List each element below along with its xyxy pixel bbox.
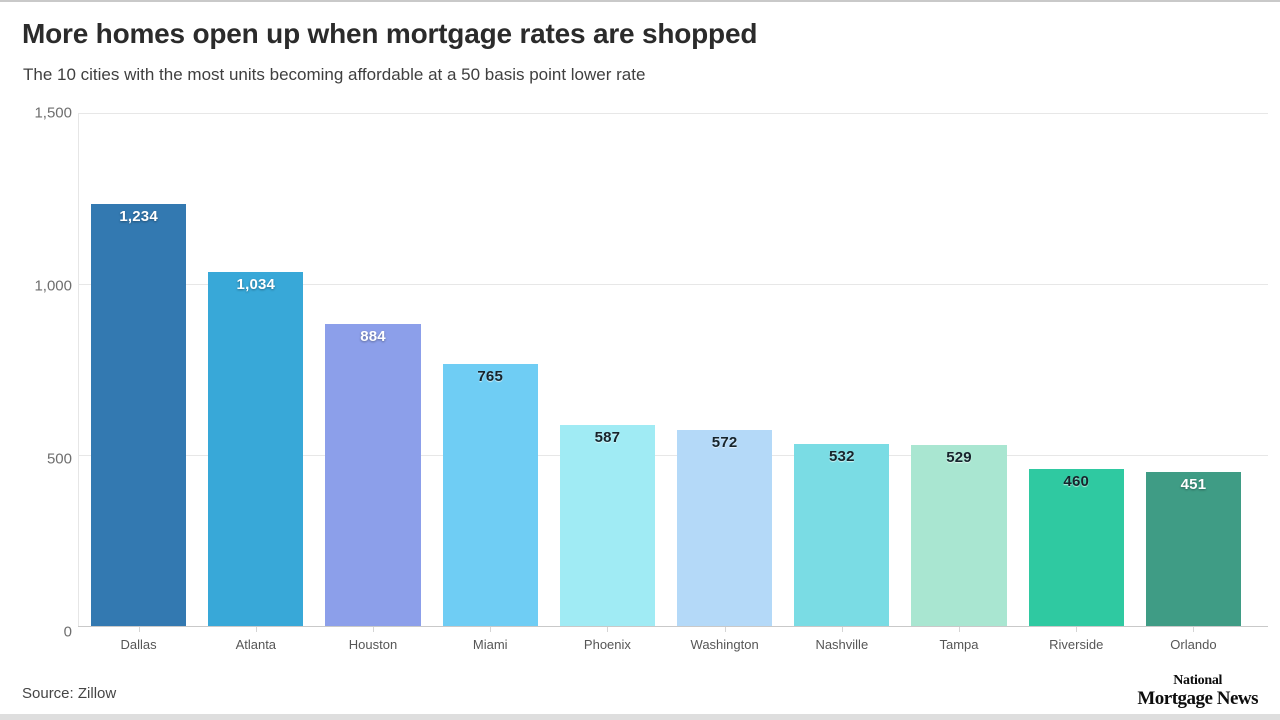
x-axis-label-nashville: Nashville [794,626,889,652]
x-axis-label-houston: Houston [325,626,420,652]
y-tick-label: 1,500 [34,104,72,122]
logo-line-1: National [1173,673,1223,688]
x-axis-tick [607,627,609,632]
page-title: More homes open up when mortgage rates a… [22,18,758,49]
x-axis-tick [490,627,492,632]
bar-phoenix: 587 [559,425,656,626]
x-axis-tick [255,627,257,632]
x-axis-label-text: Orlando [1170,637,1217,652]
x-axis-label-washington: Washington [677,626,772,652]
x-axis-label-riverside: Riverside [1029,626,1124,652]
x-axis-label-text: Miami [472,637,508,652]
x-axis-label-text: Tampa [939,637,979,652]
x-axis-label-text: Riverside [1049,637,1104,652]
gridline-500 [78,455,1268,456]
y-tick-label: 0 [63,623,72,641]
x-axis-tick [841,627,843,632]
x-axis-label-atlanta: Atlanta [208,626,303,652]
bar-value-label: 451 [1180,475,1207,493]
bar-chart: 1,234 1,034 884 765 587 572 532 529 460 451 0 500 1… [0,105,1280,652]
bar-nashville: 532 [794,444,890,626]
x-axis-label-text: Nashville [815,637,869,652]
x-axis-tick [373,627,374,632]
x-axis-labels: Dallas Atlanta Houston Miami Phoenix Washingt… [91,626,1241,652]
logo-line-2: Mortgage News [1137,688,1258,709]
x-axis-label-orlando: Orlando [1146,626,1241,652]
page-subtitle: The 10 cities with the most units becomi… [23,65,646,84]
gridline-1000 [78,284,1268,285]
bar-miami: 765 [442,364,538,626]
bar-orlando: 451 [1145,471,1242,626]
bar-value-label: 460 [1063,472,1090,490]
x-axis-label-text: Houston [348,637,398,652]
x-axis-label-miami: Miami [443,626,538,652]
x-axis-label-text: Dallas [120,637,157,652]
x-axis-tick [1076,627,1078,632]
national-mortgage-news-logo: National Mortgage News [1137,673,1258,709]
y-axis-line [78,113,79,626]
gridline-0 [78,626,1268,627]
y-tick-label: 1,000 [34,277,72,295]
bar-value-label: 1,234 [119,207,158,225]
x-axis-tick [138,627,140,632]
bar-value-label: 765 [477,368,504,386]
source-note: Source: Zillow [22,685,117,702]
bars-layer: 1,234 1,034 884 765 587 572 532 529 460 451 [91,113,1242,626]
bar-value-label: 532 [829,448,855,466]
bar-tampa: 529 [911,445,1007,626]
bar-value-label: 1,034 [236,276,276,294]
plot-area: 1,234 1,034 884 765 587 572 532 529 460 451 [78,113,1268,627]
bar-value-label: 529 [946,449,972,467]
x-axis-label-tampa: Tampa [911,626,1006,652]
bar-riverside: 460 [1028,468,1124,626]
x-axis-tick [724,627,726,632]
x-axis-tick [1193,627,1195,632]
gridline-1500 [78,113,1268,114]
x-axis-tick [959,627,961,632]
bar-atlanta: 1,034 [208,272,304,626]
x-axis-label-dallas: Dallas [91,626,186,652]
x-axis-label-text: Phoenix [583,637,631,652]
bar-value-label: 884 [360,327,386,345]
bar-washington: 572 [677,430,773,626]
bar-dallas: 1,234 [91,203,187,626]
bar-value-label: 587 [594,429,621,447]
bar-value-label: 572 [711,434,738,452]
x-axis-label-phoenix: Phoenix [560,626,655,652]
x-axis-label-text: Washington [690,637,759,652]
x-axis-label-text: Atlanta [235,637,277,652]
bar-houston: 884 [325,323,421,626]
y-tick-label: 500 [46,450,72,468]
